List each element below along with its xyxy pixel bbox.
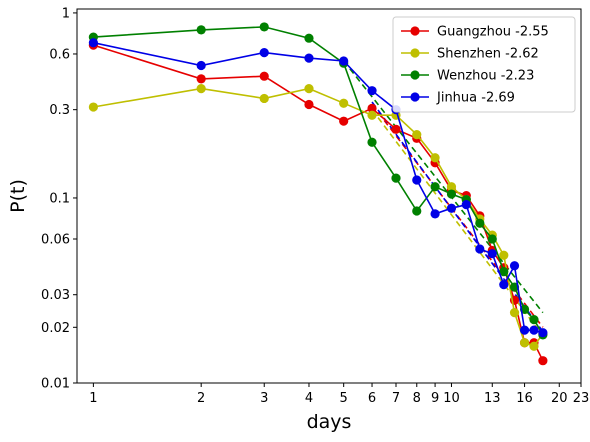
data-point bbox=[259, 71, 269, 81]
data-point bbox=[339, 56, 349, 66]
x-tick-label: 3 bbox=[260, 391, 268, 406]
legend-marker bbox=[410, 70, 420, 80]
data-point bbox=[499, 250, 509, 260]
x-tick-label: 2 bbox=[197, 391, 205, 406]
x-tick-label: 7 bbox=[392, 391, 400, 406]
x-tick-label: 1 bbox=[89, 391, 97, 406]
data-point bbox=[88, 38, 98, 48]
y-tick-label: 1 bbox=[62, 6, 70, 21]
x-tick-label: 13 bbox=[484, 391, 501, 406]
data-point bbox=[430, 153, 440, 163]
data-point bbox=[487, 234, 497, 244]
data-point bbox=[196, 25, 206, 35]
data-point bbox=[446, 189, 457, 199]
data-point bbox=[304, 99, 314, 110]
data-point bbox=[259, 93, 269, 104]
data-point bbox=[446, 203, 457, 213]
x-tick-label: 8 bbox=[413, 391, 421, 406]
data-point bbox=[519, 325, 530, 335]
fit-line-2 bbox=[343, 60, 544, 314]
data-point bbox=[391, 173, 401, 183]
legend-marker bbox=[410, 48, 420, 58]
data-point bbox=[412, 175, 422, 185]
data-point bbox=[499, 280, 509, 290]
x-axis-title: days bbox=[307, 411, 352, 433]
data-point bbox=[538, 328, 548, 338]
data-point bbox=[412, 129, 422, 140]
data-point bbox=[196, 74, 206, 84]
series-line-1 bbox=[93, 87, 544, 348]
y-tick-label: 0.6 bbox=[49, 47, 70, 62]
axis-ticks: 1 2 3 4 5 6 7 8 9 10 13 16 20 230.010.020.030.060.10.… bbox=[41, 6, 589, 406]
y-tick-label: 0.02 bbox=[41, 321, 70, 336]
y-tick-label: 0.03 bbox=[41, 288, 70, 303]
data-point bbox=[196, 83, 206, 94]
y-tick-label: 0.1 bbox=[49, 191, 70, 206]
x-tick-label: 23 bbox=[573, 391, 590, 406]
data-point bbox=[430, 182, 440, 192]
data-point bbox=[475, 244, 485, 254]
data-point bbox=[339, 116, 349, 126]
data-point bbox=[412, 206, 422, 216]
legend-marker bbox=[410, 26, 420, 36]
legend-label: Jinhua -2.69 bbox=[436, 91, 515, 106]
x-tick-label: 20 bbox=[551, 391, 568, 406]
data-point bbox=[88, 102, 98, 112]
data-point bbox=[367, 86, 377, 96]
data-point bbox=[509, 261, 520, 271]
data-point bbox=[304, 33, 314, 43]
series-line-3 bbox=[93, 41, 544, 334]
x-tick-label: 16 bbox=[516, 391, 533, 406]
x-tick-label: 6 bbox=[368, 391, 376, 406]
data-point bbox=[259, 22, 269, 32]
data-point bbox=[304, 53, 314, 63]
legend-marker bbox=[410, 92, 420, 102]
legend-label: Guangzhou -2.55 bbox=[437, 25, 549, 40]
data-point bbox=[475, 218, 485, 228]
data-point bbox=[519, 338, 530, 348]
y-tick-label: 0.01 bbox=[41, 377, 70, 392]
x-tick-label: 10 bbox=[443, 391, 460, 406]
data-point bbox=[430, 209, 440, 219]
data-point bbox=[259, 48, 269, 58]
data-point bbox=[196, 60, 206, 71]
series-lines bbox=[88, 22, 548, 366]
x-tick-label: 4 bbox=[305, 391, 313, 406]
data-point bbox=[529, 315, 539, 325]
legend-box bbox=[392, 16, 576, 113]
y-tick-label: 0.06 bbox=[41, 233, 70, 248]
data-point bbox=[538, 356, 548, 366]
plot-area-frame bbox=[76, 8, 582, 384]
data-point bbox=[339, 98, 349, 108]
data-point bbox=[461, 200, 471, 210]
data-point bbox=[446, 182, 457, 192]
data-point bbox=[391, 124, 401, 134]
data-point bbox=[509, 308, 520, 318]
data-point bbox=[304, 83, 314, 94]
legend-label: Shenzhen -2.62 bbox=[437, 47, 539, 62]
fit-line-3 bbox=[371, 101, 544, 332]
y-axis-title: P(t) bbox=[7, 179, 29, 213]
data-point bbox=[367, 110, 377, 120]
data-point bbox=[487, 249, 497, 259]
x-tick-label: 9 bbox=[431, 391, 439, 406]
data-point bbox=[367, 137, 377, 147]
data-point bbox=[529, 325, 539, 335]
x-tick-label: 5 bbox=[340, 391, 348, 406]
y-tick-label: 0.3 bbox=[49, 103, 70, 118]
fit-line-1 bbox=[371, 109, 544, 337]
data-point bbox=[367, 103, 377, 113]
legend-label: Wenzhou -2.23 bbox=[437, 69, 534, 84]
series-line-0 bbox=[93, 44, 544, 362]
legend: Guangzhou -2.55 Shenzhen -2.62 Wenzhou -2.… bbox=[392, 16, 576, 113]
data-point bbox=[529, 341, 539, 351]
data-point bbox=[499, 266, 509, 277]
